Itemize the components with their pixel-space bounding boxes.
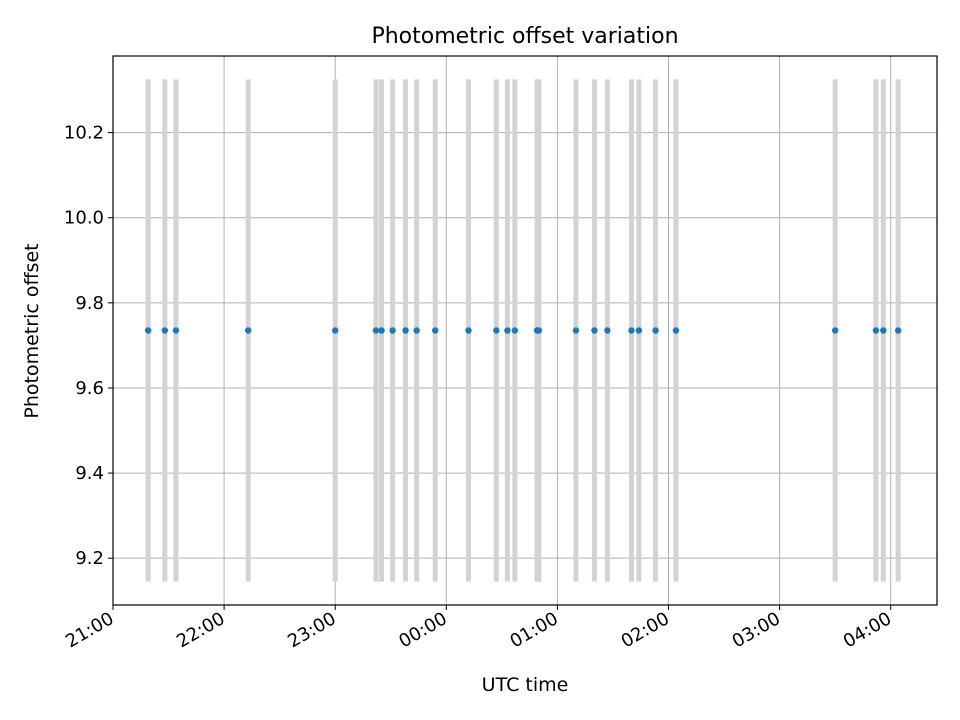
y-tick-label: 10.2 (64, 123, 104, 144)
data-point (402, 327, 409, 334)
data-point (880, 327, 887, 334)
y-axis-ticks: 9.2 9.4 9.6 9.8 10.0 10.2 (64, 123, 113, 569)
data-point (511, 327, 519, 334)
data-point (144, 327, 152, 334)
data-point (535, 327, 543, 334)
y-tick-label: 9.6 (75, 378, 104, 399)
plot-frame (112, 55, 938, 606)
data-point (378, 327, 385, 334)
data-point (894, 327, 902, 334)
data-point (591, 327, 598, 334)
data-point (332, 327, 339, 334)
data-point (244, 327, 252, 334)
data-point (465, 327, 472, 334)
data-point (493, 327, 500, 334)
data-point (572, 327, 580, 334)
data-point (872, 327, 880, 334)
data-point (504, 327, 511, 334)
data-point (372, 327, 380, 334)
x-axis-title: UTC time (482, 674, 569, 696)
y-tick-label: 9.4 (75, 463, 104, 484)
data-point (628, 327, 635, 334)
data-point (431, 327, 439, 334)
data-point (635, 327, 643, 334)
data-points (144, 327, 902, 334)
data-point (604, 327, 611, 334)
chart-title: Photometric offset variation (371, 24, 678, 49)
y-tick-label: 10.0 (64, 208, 104, 229)
data-point (831, 327, 839, 334)
y-tick-label: 9.8 (75, 293, 104, 314)
data-point (161, 327, 169, 334)
data-point (389, 327, 396, 334)
data-point (172, 327, 180, 334)
data-point (652, 327, 659, 334)
y-axis-title: Photometric offset (21, 243, 43, 418)
data-point (672, 327, 680, 334)
y-tick-label: 9.2 (75, 548, 104, 569)
data-point (413, 327, 420, 334)
